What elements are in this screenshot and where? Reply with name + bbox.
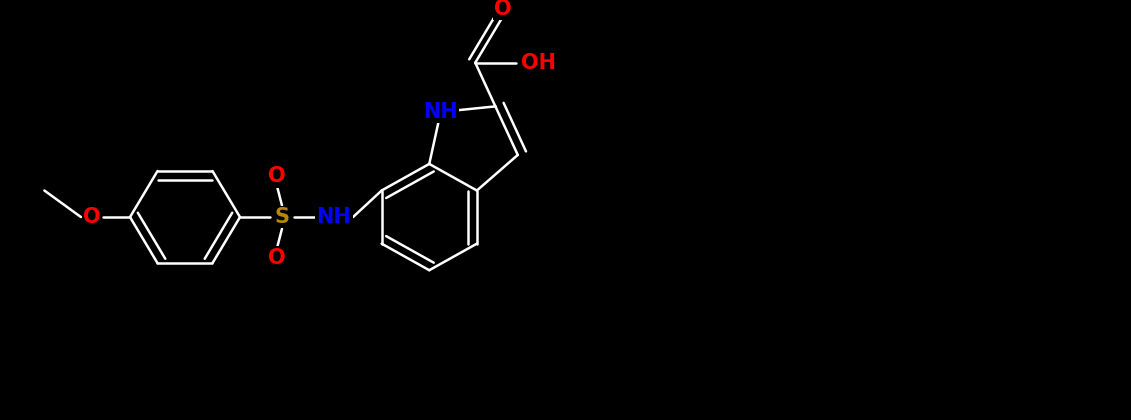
Text: O: O bbox=[84, 207, 101, 227]
Text: S: S bbox=[275, 207, 290, 227]
Text: O: O bbox=[268, 248, 286, 268]
Text: O: O bbox=[494, 0, 511, 19]
Text: NH: NH bbox=[317, 207, 352, 227]
Text: NH: NH bbox=[423, 102, 458, 122]
Text: OH: OH bbox=[520, 52, 555, 73]
Text: O: O bbox=[268, 166, 286, 186]
